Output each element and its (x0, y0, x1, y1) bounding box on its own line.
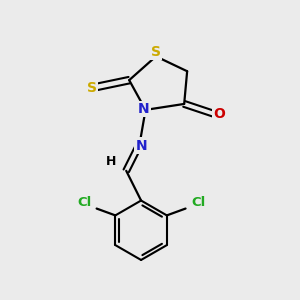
Text: N: N (138, 102, 150, 116)
Text: H: H (106, 155, 116, 168)
Text: S: S (87, 81, 97, 94)
Text: Cl: Cl (191, 196, 205, 209)
Text: Cl: Cl (77, 196, 91, 209)
Text: O: O (213, 107, 225, 121)
Text: S: S (151, 45, 161, 59)
Text: N: N (135, 139, 147, 152)
